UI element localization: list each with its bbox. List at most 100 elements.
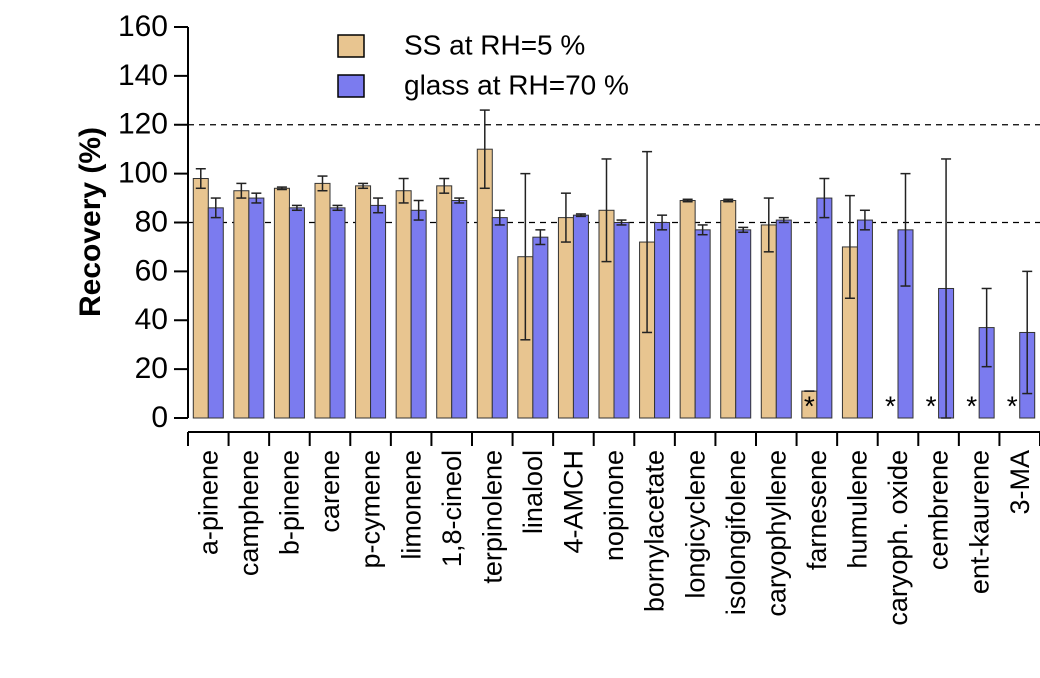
x-tick-label: isolongifolene (721, 450, 751, 615)
x-tick-label: bornylacetate (640, 450, 670, 612)
error-bar (520, 172, 531, 341)
y-tick-label: 160 (118, 10, 168, 43)
error-bar (778, 216, 789, 224)
bar (395, 190, 412, 419)
x-tick-label: p-cymene (356, 450, 386, 569)
bar (775, 219, 792, 419)
error-bar (981, 287, 992, 368)
error-bar (844, 194, 855, 300)
legend-swatch (337, 74, 365, 98)
x-tick-label: camphene (234, 450, 264, 576)
bar (192, 178, 209, 419)
x-tick-label: b-pinene (275, 450, 305, 555)
error-bar (454, 197, 465, 204)
bar (476, 148, 493, 419)
error-bar (439, 177, 450, 194)
error-bar (682, 198, 693, 203)
error-bar (479, 109, 490, 190)
bar (532, 236, 549, 419)
error-bar (900, 172, 911, 287)
x-tick-label: terpinolene (477, 450, 507, 584)
x-tick-label: ent-kaurene (964, 450, 994, 594)
bar (451, 200, 468, 419)
x-tick-label: nopinone (599, 450, 629, 561)
error-bar (560, 192, 571, 243)
bar (491, 217, 508, 419)
bar (273, 187, 290, 419)
y-tick-label: 0 (151, 401, 168, 434)
error-bar (859, 209, 870, 231)
error-bar (291, 204, 302, 212)
legend-swatch (337, 34, 365, 58)
y-tick-label: 40 (135, 303, 168, 336)
y-tick-label: 120 (118, 108, 168, 141)
error-bar (317, 175, 328, 192)
error-bar (616, 219, 627, 226)
x-tick-label: a-pinene (193, 450, 223, 555)
bar (572, 214, 589, 419)
x-tick-label: cembrene (924, 450, 954, 570)
error-bar (723, 198, 734, 203)
error-bar (601, 158, 612, 263)
bar (370, 204, 387, 419)
error-bar (210, 197, 221, 219)
bar (410, 209, 427, 419)
error-bar (358, 182, 369, 190)
error-bar (657, 214, 668, 231)
bar (613, 222, 630, 419)
bar (760, 224, 777, 419)
bar (288, 207, 305, 419)
bar (735, 229, 752, 419)
bar (207, 207, 224, 419)
annotation: * (966, 390, 977, 421)
error-bar (195, 167, 206, 190)
error-bar (738, 226, 749, 234)
x-tick-label: 3-MA (1005, 450, 1035, 515)
error-bar (276, 186, 287, 191)
x-tick-label: limonene (396, 450, 426, 560)
error-bar (535, 229, 546, 246)
x-tick-label: humulene (843, 450, 873, 569)
annotation: * (1007, 390, 1018, 421)
x-tick-label: carene (315, 450, 345, 533)
bar (816, 197, 833, 419)
bar (329, 207, 346, 419)
x-tick-label: caryophyllene (761, 450, 791, 617)
error-bar (251, 192, 262, 204)
bar (233, 190, 250, 419)
y-tick-label: 60 (135, 254, 168, 287)
x-tick-label: linalool (518, 450, 548, 534)
error-bar (941, 158, 952, 419)
annotation: * (885, 390, 896, 421)
bar (694, 229, 711, 419)
bar (314, 182, 331, 419)
y-tick-label: 20 (135, 352, 168, 385)
error-bar (398, 177, 409, 204)
error-bar (494, 209, 505, 226)
error-bar (332, 204, 343, 212)
x-tick-label: 1,8-cineol (437, 450, 467, 567)
bar (679, 200, 696, 419)
y-axis-label: Recovery (%) (74, 127, 107, 317)
error-bar (697, 224, 708, 236)
y-tick-label: 80 (135, 205, 168, 238)
error-bar (1022, 270, 1033, 395)
y-tick-label: 100 (118, 157, 168, 190)
annotation: * (804, 390, 815, 421)
error-bar (819, 177, 830, 219)
x-tick-label: 4-AMCH (559, 450, 589, 554)
x-tick-label: farnesene (802, 450, 832, 570)
error-bar (373, 197, 384, 214)
annotation: * (926, 390, 937, 421)
bar (720, 200, 737, 419)
error-bar (642, 150, 653, 334)
bar (248, 197, 265, 419)
bar (654, 222, 671, 419)
error-bar (575, 213, 586, 218)
legend-label: glass at RH=70 % (404, 69, 629, 100)
bar (557, 217, 574, 419)
bar (355, 185, 372, 419)
x-tick-label: caryoph. oxide (883, 450, 913, 626)
bar (856, 219, 873, 419)
